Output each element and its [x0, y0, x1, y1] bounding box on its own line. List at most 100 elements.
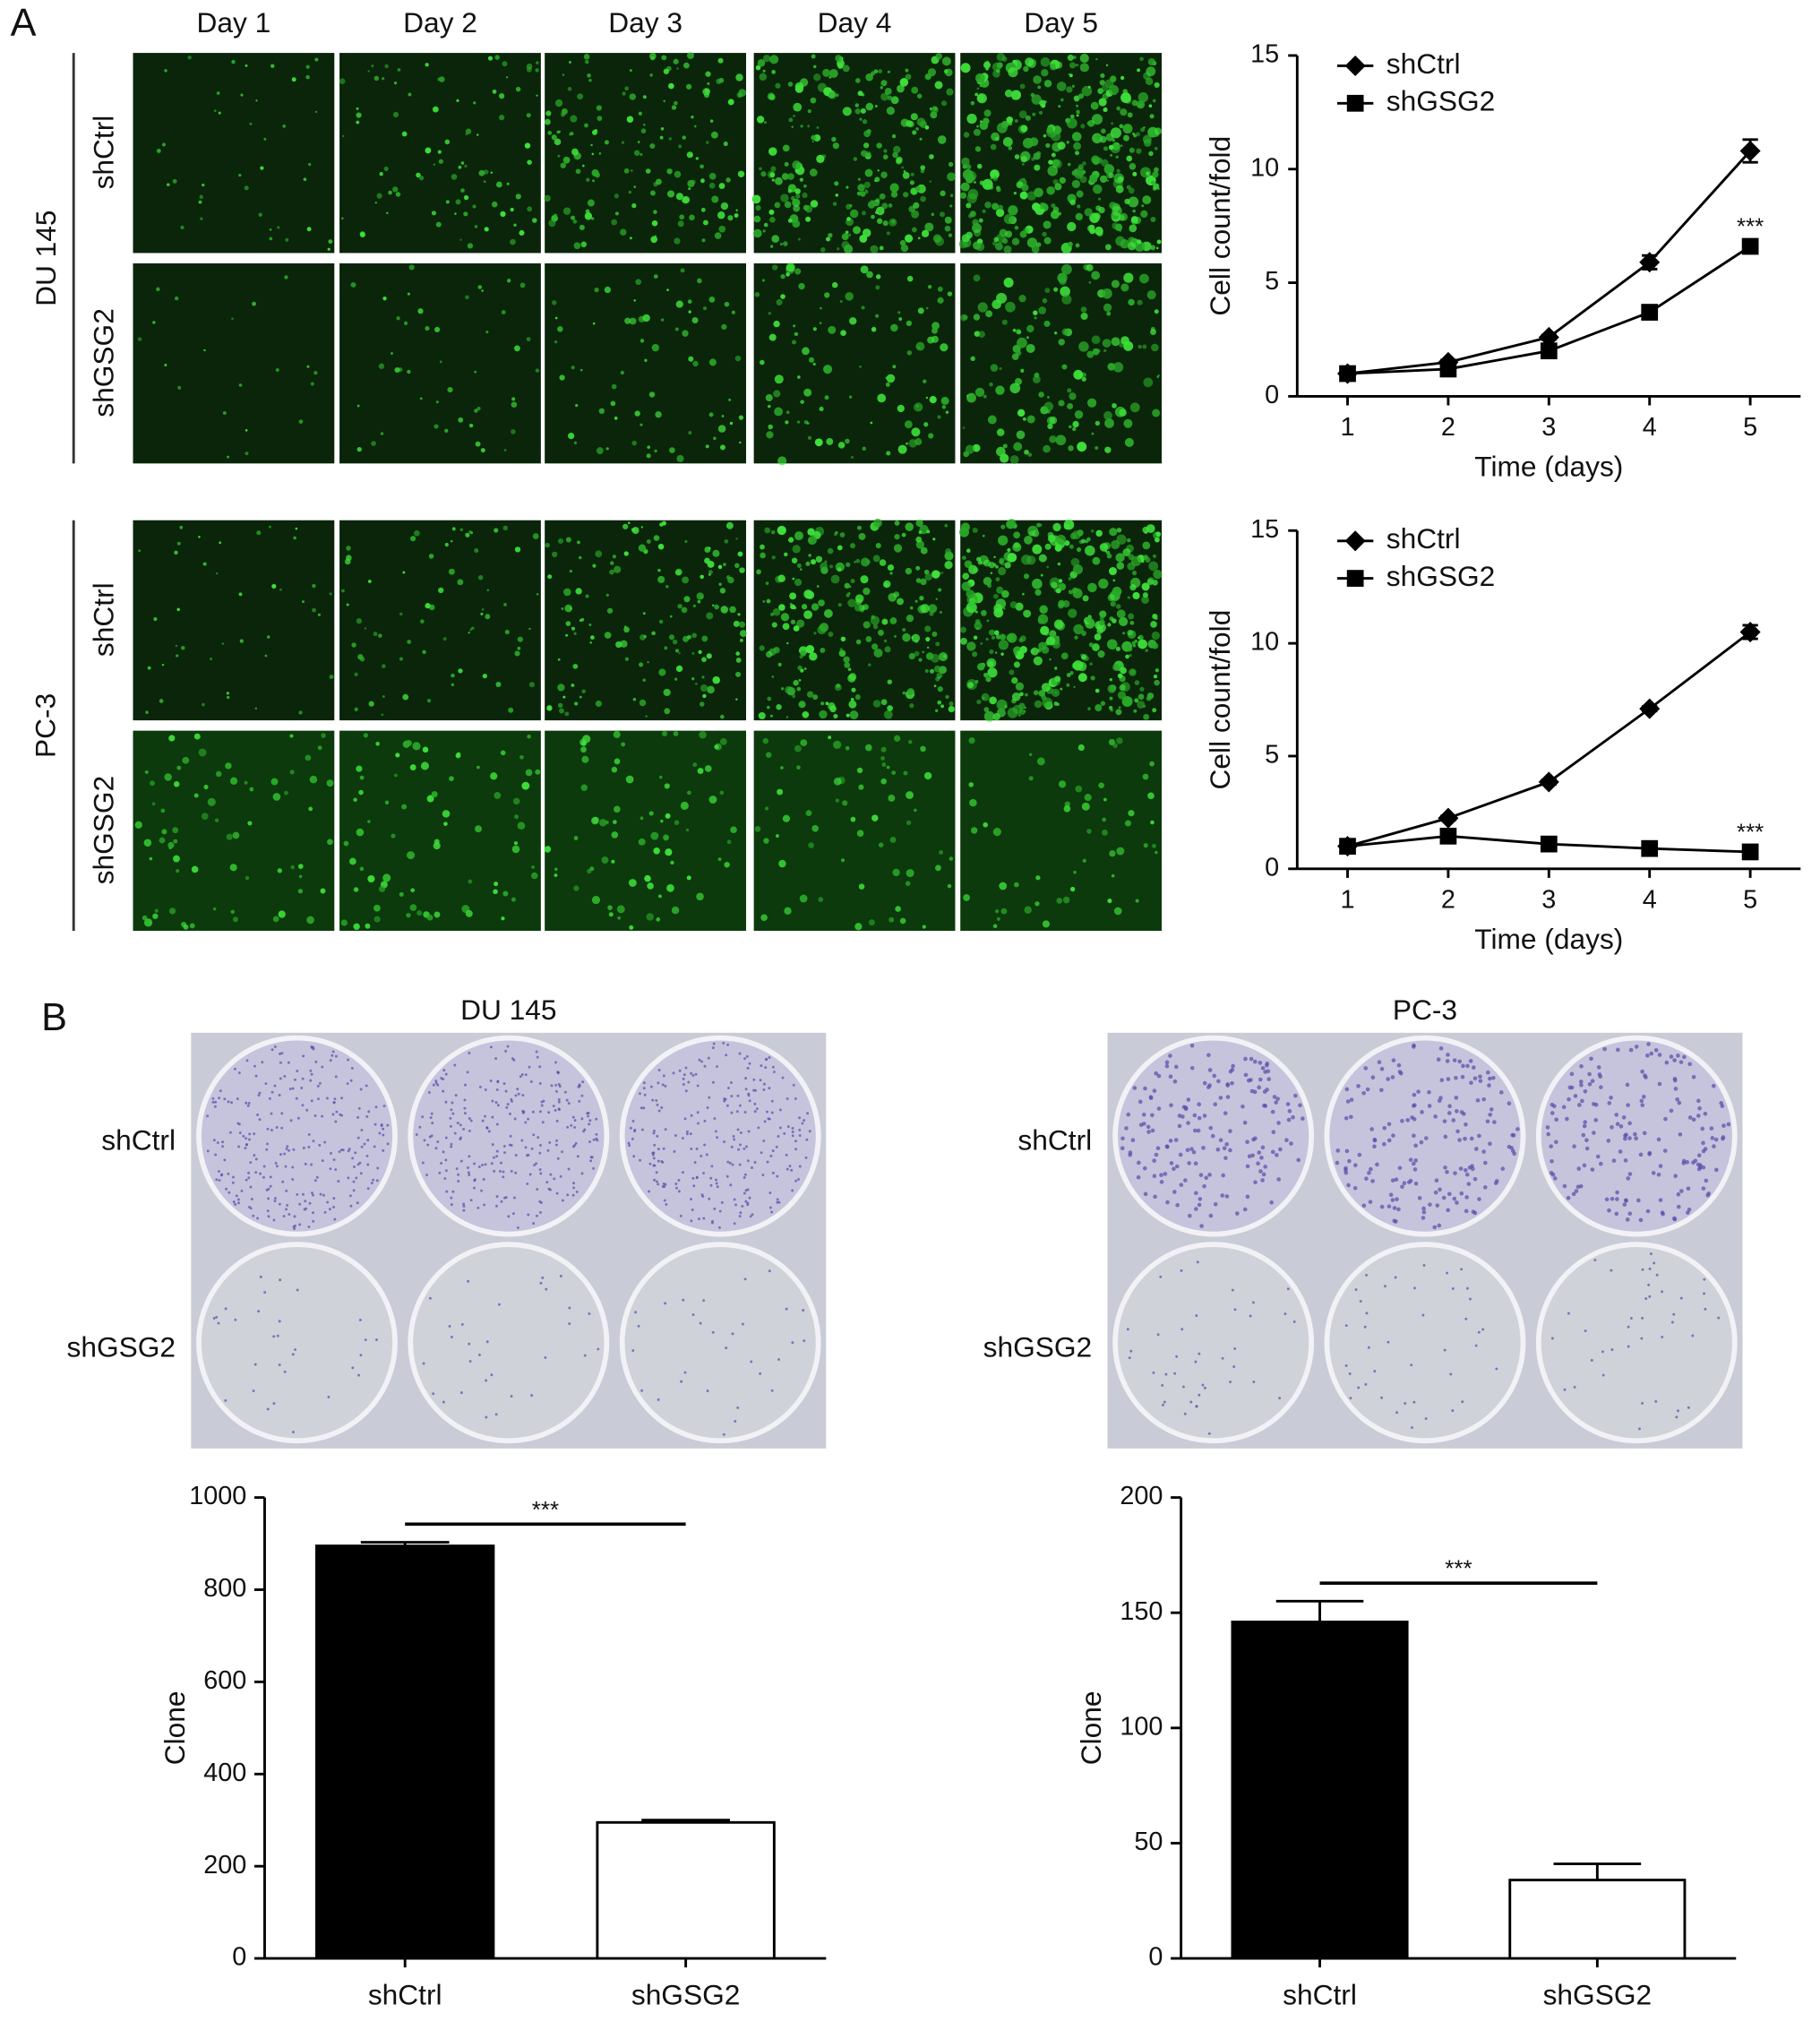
- cell-dot: [1018, 702, 1026, 710]
- cell-dot: [640, 634, 646, 641]
- cell-dot: [990, 143, 997, 151]
- colony: [753, 1102, 757, 1105]
- cell-dot: [1116, 168, 1120, 174]
- colony: [1258, 1061, 1263, 1065]
- colony: [1590, 1079, 1595, 1083]
- cell-dot: [707, 685, 715, 694]
- cell-dot: [1089, 662, 1093, 666]
- cell-dot: [660, 819, 664, 823]
- cell-dot: [751, 194, 761, 204]
- cell-dot: [1110, 600, 1116, 607]
- colony: [1365, 1273, 1369, 1277]
- cell-dot: [1150, 820, 1155, 825]
- cell-dot: [614, 758, 621, 765]
- cell-dot: [794, 82, 804, 91]
- cell-dot: [531, 872, 538, 880]
- cell-dot: [557, 684, 565, 692]
- colony: [527, 1117, 530, 1121]
- cell-dot: [1103, 108, 1108, 113]
- cell-dot: [765, 752, 772, 758]
- colony: [708, 1197, 711, 1200]
- colony: [1152, 1371, 1155, 1374]
- cell-dot: [897, 311, 901, 314]
- cell-dot: [820, 306, 822, 310]
- colony: [1208, 1125, 1214, 1131]
- cell-dot: [961, 555, 966, 561]
- colony: [340, 1097, 343, 1100]
- colony: [450, 1336, 453, 1338]
- cell-dot: [580, 784, 588, 792]
- colony: [766, 1160, 769, 1164]
- cell-dot: [720, 202, 729, 211]
- cell-dot: [855, 558, 861, 563]
- colony: [1672, 1058, 1677, 1062]
- cell-dot: [1073, 685, 1076, 689]
- cell-dot: [924, 669, 929, 674]
- colony: [639, 1158, 642, 1162]
- x-tick-label: 1: [1340, 885, 1354, 914]
- x-tick-label: 4: [1643, 885, 1657, 914]
- cell-dot: [674, 170, 682, 178]
- colony: [595, 1132, 598, 1136]
- cell-dot: [1023, 609, 1032, 618]
- cell-dot: [1058, 582, 1067, 591]
- colony: [550, 1084, 554, 1088]
- cell-dot: [399, 612, 403, 616]
- cell-dot: [475, 825, 482, 833]
- cell-dot: [1150, 326, 1155, 331]
- cell-dot: [1040, 584, 1043, 587]
- cell-dot: [905, 567, 913, 575]
- cell-dot: [934, 237, 945, 246]
- cell-dot: [1088, 281, 1092, 284]
- colony: [734, 1420, 737, 1423]
- colony: [764, 1066, 768, 1070]
- colony: [741, 1204, 744, 1208]
- micrograph: [753, 262, 956, 464]
- cell-dot: [1128, 196, 1139, 208]
- cell-dot: [544, 194, 551, 202]
- colony: [565, 1098, 569, 1102]
- colony: [541, 1276, 545, 1279]
- cell-dot: [917, 307, 924, 314]
- colony: [743, 1176, 746, 1179]
- marker: [1538, 771, 1559, 793]
- colony: [762, 1140, 766, 1142]
- colony: [1234, 1211, 1240, 1216]
- colony: [655, 1180, 658, 1183]
- cell-dot: [849, 543, 855, 549]
- colony: [786, 1167, 789, 1171]
- cell-dot: [659, 522, 664, 527]
- cell-dot: [915, 519, 923, 528]
- cell-dot: [974, 181, 976, 184]
- cell-dot: [789, 592, 797, 600]
- cell-dot: [1057, 602, 1065, 609]
- cell-dot: [871, 214, 875, 219]
- cell-dot: [837, 545, 843, 551]
- cell-dot: [959, 637, 967, 645]
- cell-dot: [1155, 850, 1158, 855]
- y-tick-label: 200: [203, 1851, 246, 1879]
- cell-dot: [737, 551, 743, 557]
- cell-dot: [644, 874, 651, 882]
- cell-dot: [1024, 536, 1033, 545]
- cell-dot: [931, 631, 938, 637]
- colony: [1161, 1383, 1164, 1387]
- colony: [1198, 1173, 1204, 1177]
- cell-dot: [976, 125, 979, 128]
- legend-label: shGSG2: [1386, 560, 1496, 592]
- colony: [322, 1193, 325, 1197]
- cell-dot: [401, 804, 408, 810]
- cell-dot: [968, 564, 978, 575]
- cell-dot: [666, 288, 669, 291]
- colony: [1466, 1182, 1472, 1186]
- colony: [1678, 1132, 1683, 1137]
- cell-dot: [914, 808, 917, 813]
- cell-dot: [792, 198, 801, 207]
- cell-dot: [1056, 534, 1067, 545]
- colony: [1137, 1160, 1141, 1166]
- cell-dot: [657, 543, 665, 550]
- cell-dot: [1026, 343, 1035, 353]
- colony: [587, 1114, 589, 1118]
- cell-dot: [1135, 132, 1140, 137]
- colony: [1677, 1100, 1682, 1105]
